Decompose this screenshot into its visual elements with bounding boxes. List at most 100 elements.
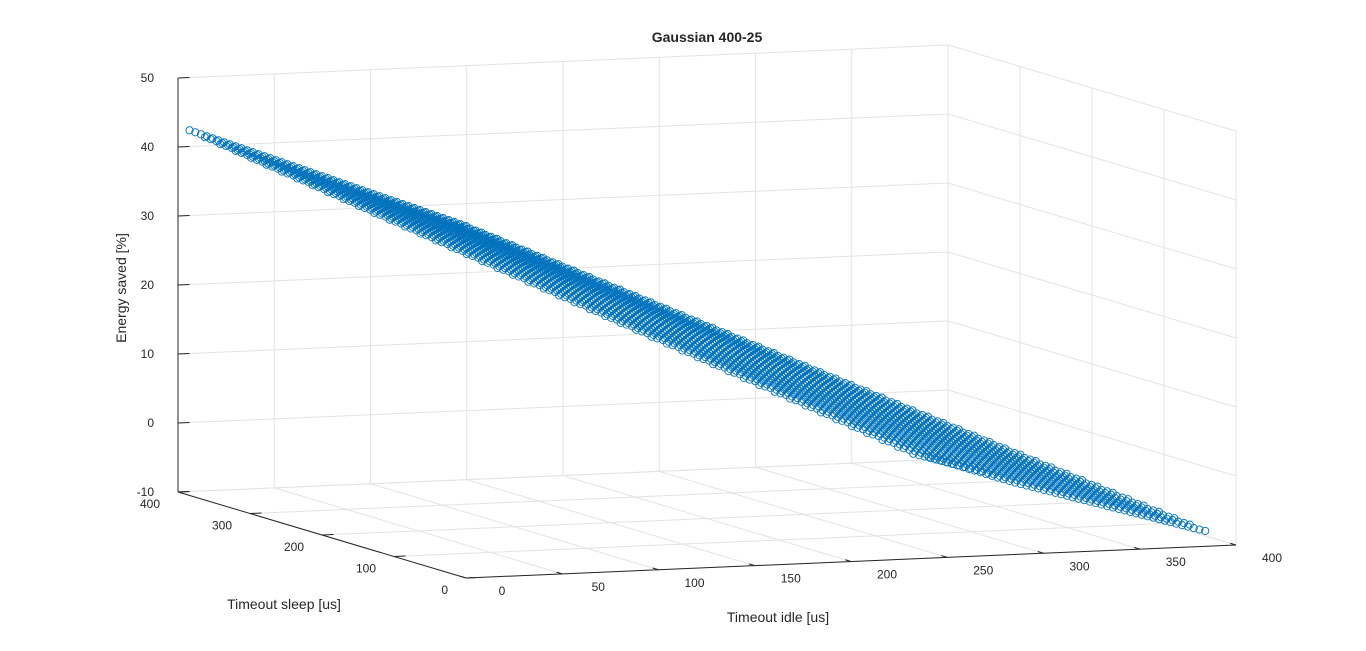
data-point	[687, 315, 696, 324]
side-wall-grid-line	[947, 182, 1237, 270]
y-tick-label: 100	[356, 562, 376, 576]
data-point	[1154, 507, 1164, 516]
data-point	[392, 198, 401, 207]
data-point	[492, 234, 501, 243]
data-point	[277, 158, 286, 167]
data-point	[306, 168, 315, 177]
x-tick	[941, 555, 948, 558]
data-point	[202, 132, 211, 141]
data-point	[1133, 499, 1142, 509]
z-axis-label: Energy saved [%]	[113, 233, 129, 343]
data-point	[548, 258, 557, 267]
data-point	[1047, 463, 1056, 472]
z-tick-label: 40	[141, 140, 155, 154]
data-point	[810, 366, 819, 375]
data-point	[289, 162, 298, 171]
back-wall-grid-line	[177, 182, 949, 217]
y-tick-label: 400	[140, 497, 160, 511]
data-point	[800, 361, 809, 370]
data-point	[220, 138, 229, 147]
data-point	[933, 417, 942, 426]
data-point	[1149, 506, 1158, 515]
data-point	[346, 182, 355, 191]
data-point	[723, 330, 732, 339]
data-point	[615, 285, 625, 294]
data-point	[444, 216, 453, 225]
data-point	[517, 245, 526, 254]
data-point	[381, 194, 390, 203]
data-point	[398, 200, 407, 209]
data-point	[323, 174, 332, 183]
data-point	[831, 374, 840, 383]
data-point	[486, 232, 496, 241]
data-point	[481, 230, 490, 239]
data-point	[1016, 450, 1025, 459]
data-point	[214, 136, 223, 145]
back-wall-grid-line	[177, 458, 949, 493]
data-point	[465, 224, 474, 233]
z-tick-label: 0	[147, 416, 154, 430]
z-tick-label: 50	[141, 71, 155, 85]
data-point	[702, 321, 711, 330]
data-point	[1164, 512, 1173, 521]
data-point	[248, 148, 257, 157]
data-point	[237, 144, 246, 153]
data-point	[594, 277, 603, 286]
data-point	[862, 387, 871, 396]
x-tick-label: 400	[1262, 551, 1282, 565]
data-point	[779, 353, 788, 362]
data-point	[604, 281, 613, 290]
data-point	[438, 214, 448, 223]
data-point	[364, 188, 373, 197]
data-point	[461, 222, 471, 231]
data-point	[631, 291, 640, 301]
data-point	[995, 442, 1004, 451]
side-wall-grid-line	[947, 44, 1237, 132]
x-tick-label: 200	[877, 568, 897, 582]
data-point	[871, 391, 881, 400]
data-point	[625, 290, 634, 299]
data-point	[558, 262, 567, 271]
data-point	[985, 437, 994, 447]
data-point	[908, 406, 917, 415]
data-point	[387, 196, 396, 205]
data-point	[1108, 488, 1117, 497]
data-point	[841, 379, 850, 388]
data-point	[266, 154, 275, 163]
x-tick	[556, 571, 563, 575]
x-tick	[652, 567, 659, 571]
data-point	[785, 355, 794, 364]
z-tick-label: 10	[141, 347, 155, 361]
data-point	[563, 264, 573, 273]
data-point	[1041, 461, 1050, 470]
axes	[177, 77, 1237, 579]
data-point	[585, 272, 594, 281]
data-point	[254, 150, 263, 159]
data-point	[569, 266, 578, 275]
data-point	[433, 212, 442, 221]
labels: Gaussian 400-25 Timeout idle [us] Timeou…	[113, 29, 1282, 625]
data-point	[191, 128, 200, 137]
data-point	[1031, 457, 1040, 466]
data-points	[185, 126, 1210, 535]
data-point	[1139, 501, 1148, 510]
data-point	[671, 309, 680, 318]
data-point	[979, 436, 988, 445]
data-point	[964, 429, 973, 439]
x-tick	[1133, 546, 1140, 550]
data-point	[656, 302, 665, 311]
data-point	[573, 269, 582, 278]
data-point	[508, 241, 517, 250]
data-point	[294, 164, 304, 173]
data-point	[970, 431, 979, 440]
chart-title: Gaussian 400-25	[652, 29, 763, 45]
data-point	[794, 360, 804, 369]
data-point	[450, 218, 459, 227]
data-point	[542, 256, 551, 265]
data-point	[415, 206, 424, 215]
x-tick-label: 0	[499, 584, 506, 598]
data-point	[1093, 482, 1102, 491]
data-point	[825, 372, 834, 381]
data-point	[358, 186, 367, 195]
